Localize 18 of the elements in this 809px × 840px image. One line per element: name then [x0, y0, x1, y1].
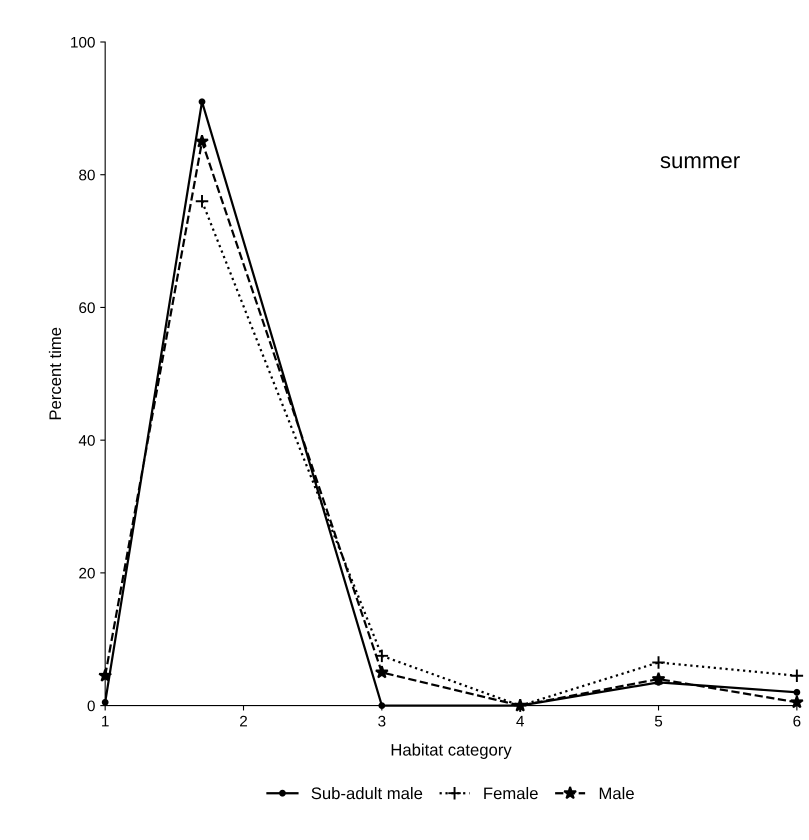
y-tick-label: 0 — [88, 700, 95, 712]
annotation: summer — [660, 156, 740, 168]
legend-label: Male — [600, 786, 634, 800]
x-tick-label: 1 — [102, 716, 109, 726]
x-tick-label: 6 — [793, 716, 800, 727]
y-tick-label: 40 — [78, 435, 95, 446]
x-tick-label: 2 — [240, 716, 247, 726]
x-tick-label: 3 — [378, 716, 386, 727]
legend-label: Female — [484, 786, 538, 800]
legend-label: Sub-adult male — [312, 786, 422, 800]
y-tick-label: 60 — [79, 302, 95, 314]
x-axis-title: Habitat category — [392, 743, 512, 759]
y-tick-label: 80 — [79, 170, 95, 180]
y-tick-label: 100 — [71, 36, 95, 48]
x-tick-label: 5 — [654, 716, 662, 727]
y-tick-label: 20 — [79, 568, 95, 579]
x-tick-label: 4 — [516, 716, 524, 726]
y-axis-title: Percent time — [48, 328, 62, 420]
